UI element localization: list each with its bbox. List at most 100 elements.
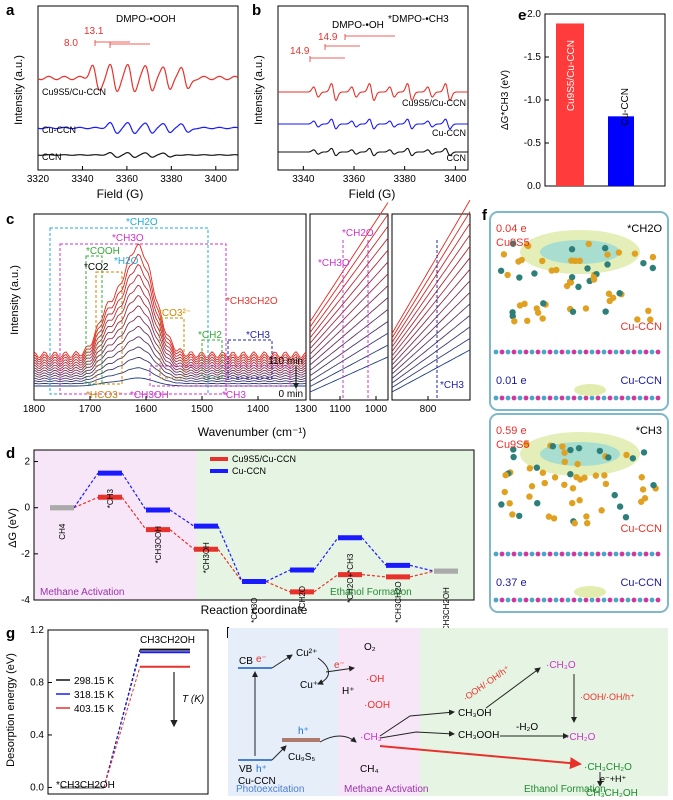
panel-f-atom	[509, 511, 516, 518]
chart-g-y-tick-label: 1.2	[30, 625, 44, 636]
chart-c-spectrum-main	[33, 294, 307, 370]
panel-h-hplus: H⁺	[342, 686, 355, 697]
chart-g-connector	[103, 666, 141, 788]
panel-f-atom	[623, 451, 630, 459]
panel-f-cucn-atom	[559, 349, 565, 355]
panel-f-cucn-atom	[535, 597, 541, 603]
panel-f-cucn-atom	[631, 597, 637, 603]
panel-h-hole-to-ch3-arrow	[319, 735, 357, 743]
chart-e-y-ticks: -2.0 -1.5 -1.0 -0.5 0.0	[524, 9, 549, 192]
chart-d-connector	[313, 537, 339, 571]
panel-f-cucn-atom	[595, 349, 601, 355]
panel-f-atom	[533, 305, 540, 312]
chart-e-ylabel: ΔG*CH3 (eV)	[500, 70, 511, 130]
panel-h-cu9s5: Cu₉S₅	[288, 752, 315, 763]
panel-h-ch2o: ·CH₂O	[566, 732, 596, 743]
panel-f-atom	[561, 458, 568, 466]
chart-d: 2 0 -2 -4 CH4 *CH3 *CH3OOH *CH3OH *CH3O *CH2O *CH…	[7, 449, 475, 631]
chart-g-levels	[60, 648, 190, 789]
panel-f-atom	[516, 512, 523, 520]
chart-c-frame-main	[33, 213, 307, 401]
chart-a-frame	[37, 5, 239, 171]
panel-h-h1: h⁺	[256, 764, 267, 775]
panel-f-atom	[551, 474, 559, 481]
panel-f-top-cucn-bottom: Cu-CCN	[620, 375, 662, 387]
chart-d-connector	[361, 537, 387, 566]
chart-a-x-tick-label: 3340	[71, 174, 94, 185]
chart-a-annot-80: 8.0	[64, 38, 78, 49]
panel-f-cucn-atom	[547, 349, 553, 355]
panel-f-atom	[584, 519, 591, 527]
panel-f-cucn-atom	[619, 551, 625, 557]
panel-f-cucn-atom	[571, 551, 577, 557]
panel-f-atom	[539, 257, 546, 265]
panel-f-cucn-atom	[577, 551, 583, 557]
panel-f-cucn-atom	[631, 551, 637, 557]
chart-c-label-ch3o: *CH3O	[112, 233, 144, 244]
panel-label-c: c	[6, 211, 14, 228]
chart-c-spectrum-right	[391, 234, 471, 348]
chart-d-connector	[121, 496, 147, 530]
panel-f-cucn-atom	[541, 551, 547, 557]
chart-c-x-ticks: 1800 1700 1600 1500 1400 1300 1100 1000 800	[23, 396, 437, 415]
panel-f-atom	[568, 246, 576, 253]
chart-c-x-tick-label: 1100	[329, 404, 351, 415]
chart-b-series-cu9s5	[278, 82, 468, 102]
chart-a-x-tick-label: 3360	[116, 174, 139, 185]
chart-c-spectrum-mid	[309, 237, 389, 339]
chart-c-box-ch3o	[59, 243, 227, 395]
panel-f-cucn-atom	[565, 349, 571, 355]
panel-f-atom	[534, 499, 541, 507]
panel-f-atom	[541, 479, 548, 487]
panel-f-cucn-atom	[517, 395, 523, 401]
chart-e: -2.0 -1.5 -1.0 -0.5 0.0 ΔG*CH3 (eV) Cu9S5/Cu…	[500, 9, 666, 192]
chart-c: Intensity (a.u.) Wavenumber (cm⁻¹) 1800 1…	[9, 199, 471, 439]
panel-f-atom	[640, 259, 647, 267]
panel-f-atom	[510, 453, 517, 461]
panel-f-atom	[638, 474, 645, 481]
panel-f-cucn-atom	[607, 551, 613, 557]
panel-h-eh: e⁻+H⁺	[600, 774, 627, 784]
chart-c-x-tick-label: 800	[420, 404, 437, 415]
chart-c-box-ch3	[227, 339, 273, 379]
chart-d-connector	[217, 548, 243, 582]
chart-c-spectrum-mid	[309, 285, 389, 360]
chart-c-label-co2: *CO2	[84, 262, 109, 273]
panel-h-vb: VB	[239, 764, 253, 775]
chart-c-spectrum-right	[391, 268, 471, 361]
panel-f-atom	[604, 251, 611, 258]
panel-f-cucn-atom	[517, 349, 523, 355]
chart-c-spectrum-right	[391, 303, 471, 375]
chart-g-legend-318: 318.15 K	[74, 690, 114, 701]
panel-f-top-charge-bottom: 0.01 e	[496, 375, 527, 387]
panel-f-cucn-atom	[535, 551, 541, 557]
panel-f-atom	[640, 449, 648, 456]
panel-f-cucn-atom	[589, 597, 595, 603]
panel-f-atom	[550, 515, 558, 522]
panel-f-atom	[569, 485, 577, 492]
panel-f-cucn-atom	[505, 395, 511, 401]
panel-f-atom	[500, 251, 508, 258]
panel-h-ch3oh: CH₃OH	[458, 708, 492, 719]
panel-f-cucn-atom	[493, 395, 499, 401]
panel-f-atom	[545, 513, 553, 520]
chart-e-y-tick-label: -0.5	[524, 138, 542, 149]
chart-g-connector	[103, 652, 141, 788]
chart-d-connector	[409, 570, 435, 578]
panel-f-cucn-atom	[655, 551, 661, 557]
panel-f-atom	[576, 257, 583, 265]
chart-c-box-ch3oh	[149, 365, 291, 387]
panel-f-atom	[509, 240, 517, 247]
panel-f-atom	[516, 302, 524, 309]
panel-h-vb-to-cu9s5-arrow	[271, 745, 287, 761]
chart-c-frame-right	[391, 213, 471, 401]
panel-f-atom	[609, 294, 617, 302]
panel-f-cucn-atom	[577, 349, 583, 355]
chart-a: 3320 3340 3360 3380 3400 Field (G) Intensity…	[13, 5, 239, 201]
panel-f-cucn-atom	[589, 395, 595, 401]
chart-b-annot-dmpo-oh: DMPO-•OH	[332, 20, 384, 31]
chart-g: 0.0 0.4 0.8 1.2 Desorption energy (eV) 298.…	[5, 625, 209, 795]
panel-f-atom	[601, 244, 609, 252]
panel-f-cucn-atom	[511, 395, 517, 401]
panel-f-cucn-atom	[601, 349, 607, 355]
